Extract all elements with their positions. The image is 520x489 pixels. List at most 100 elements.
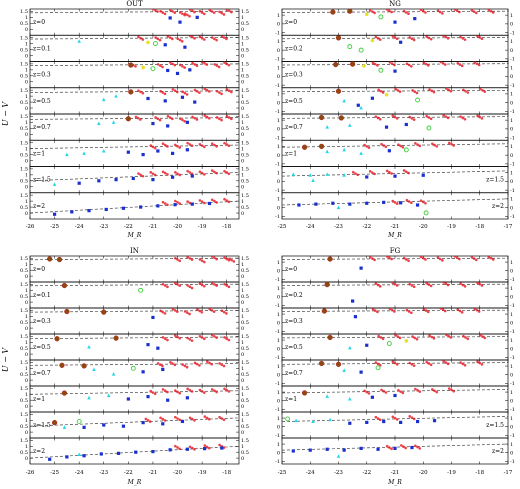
y-tick-label: -1	[275, 30, 280, 36]
point-red	[176, 258, 179, 261]
y-tick-label: -1	[510, 459, 515, 465]
point-red	[405, 62, 409, 65]
y-tick-label: 0	[25, 300, 28, 306]
point-brown	[318, 114, 325, 121]
panel-label: z=1	[285, 150, 297, 157]
panel-frame	[29, 8, 240, 36]
point-red	[363, 143, 366, 147]
point-red	[174, 282, 177, 285]
point-red	[141, 91, 145, 95]
point-red	[480, 363, 484, 366]
point-red	[188, 445, 192, 449]
point-red	[385, 169, 389, 173]
point-red	[376, 417, 380, 420]
x-tick-label: -23	[99, 224, 108, 230]
x-tick-label: -24	[306, 224, 315, 230]
point-blue	[52, 212, 57, 216]
point-red	[390, 10, 393, 14]
fit-line	[282, 143, 508, 148]
point-red	[174, 444, 177, 448]
y-tick-label: 1.5	[20, 412, 28, 418]
point-red	[380, 142, 383, 146]
point-blue	[173, 203, 177, 207]
y-tick-label: -1	[275, 329, 280, 335]
x-tick-label: -24	[75, 224, 84, 230]
point-red	[220, 363, 224, 367]
fit-line	[30, 310, 239, 313]
point-red	[185, 93, 189, 96]
y-tick-label: 0	[510, 179, 513, 185]
point-red	[225, 337, 229, 341]
point-red	[479, 334, 482, 337]
y-tick-label: 1.5	[241, 438, 249, 444]
point-red	[193, 419, 196, 422]
point-red	[169, 61, 172, 64]
fit-line	[282, 336, 508, 339]
point-red	[151, 391, 155, 394]
point-red	[198, 170, 202, 174]
point-cyan	[111, 120, 116, 124]
point-red	[203, 12, 206, 16]
point-red	[371, 61, 375, 65]
chart-title: IN	[130, 247, 139, 255]
point-red	[395, 284, 399, 287]
y-tick-label: 1.5	[241, 308, 249, 314]
y-tick-label: 1	[510, 442, 513, 448]
point-red	[390, 172, 393, 175]
point-red	[188, 416, 192, 420]
point-red	[225, 388, 229, 392]
point-red	[161, 142, 165, 146]
point-red	[422, 308, 426, 311]
point-blue	[126, 150, 130, 154]
point-red	[441, 259, 444, 262]
point-red	[223, 387, 226, 391]
y-tick-label: 1	[510, 13, 513, 19]
point-red	[227, 9, 231, 13]
point-red	[435, 145, 439, 148]
point-red	[166, 35, 170, 38]
points	[321, 308, 481, 319]
point-red	[399, 390, 402, 393]
point-red	[151, 9, 155, 11]
point-red	[382, 144, 386, 147]
point-red	[218, 10, 221, 14]
point-red	[390, 62, 394, 65]
point-red	[475, 11, 478, 15]
y-tick-label: -1	[510, 381, 515, 387]
x-axis-label: M_R	[387, 232, 402, 239]
y-tick-label: 1	[241, 366, 244, 372]
point-red	[379, 336, 383, 339]
point-cyan	[348, 123, 352, 127]
point-red	[220, 309, 224, 313]
point-red	[458, 309, 462, 313]
panel-label: z=0	[285, 19, 297, 26]
y-tick-label: 1	[277, 92, 280, 98]
panel-label: z=0.1	[33, 292, 51, 299]
point-red	[491, 258, 495, 261]
point-red	[395, 363, 399, 366]
y-tick-label: 0	[25, 158, 28, 164]
point-red	[396, 335, 400, 338]
point-red	[452, 144, 456, 147]
panel-frame	[29, 333, 240, 361]
point-red	[415, 91, 419, 95]
point-red	[190, 446, 194, 450]
point-red	[477, 310, 481, 313]
point-red	[183, 364, 187, 368]
y-tick-label: 0	[241, 430, 244, 436]
point-brown	[318, 360, 325, 367]
points	[47, 256, 236, 264]
point-red	[174, 199, 177, 203]
point-red	[200, 259, 204, 263]
point-green	[347, 44, 353, 50]
y-tick-label: 0	[25, 404, 28, 410]
point-green	[423, 210, 429, 216]
point-red	[218, 443, 221, 447]
points	[52, 197, 231, 216]
point-red	[173, 309, 177, 312]
point-red	[198, 282, 202, 285]
point-red	[480, 117, 484, 120]
y-tick-label: 1	[25, 199, 28, 205]
chart-title: NG	[389, 0, 401, 8]
point-red	[183, 310, 187, 313]
